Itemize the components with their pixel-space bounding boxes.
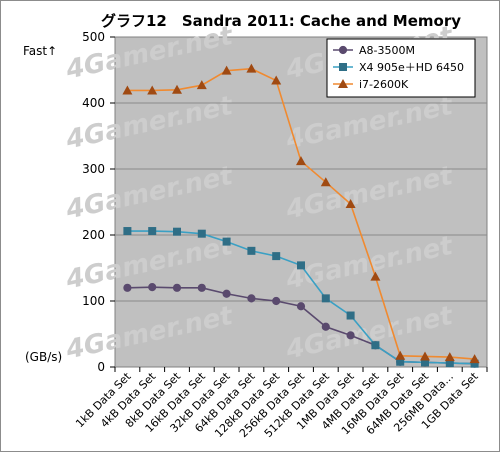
data-point (271, 75, 282, 85)
data-point (420, 351, 430, 361)
legend-label: A8-3500M (359, 44, 415, 57)
data-point (197, 283, 206, 292)
data-point (172, 283, 182, 292)
y-tick-label: 300 (82, 162, 105, 176)
legend-label: X4 905e＋HD 6450 (359, 61, 464, 74)
data-point (396, 357, 405, 366)
data-point (246, 63, 257, 73)
data-point (321, 322, 330, 331)
data-point (296, 156, 306, 166)
legend (326, 38, 476, 98)
data-point (370, 271, 381, 281)
data-point (371, 341, 380, 350)
y-tick-label: 200 (82, 228, 105, 242)
chart-title: グラフ12 Sandra 2011: Cache and Memory (101, 12, 461, 30)
data-point (346, 311, 355, 320)
data-point (148, 227, 157, 236)
legend-marker (339, 63, 347, 71)
data-point (221, 65, 232, 75)
data-point (247, 246, 256, 255)
data-point (320, 177, 331, 187)
data-point (321, 294, 330, 303)
data-point (297, 261, 305, 270)
data-point (123, 227, 132, 236)
data-point (296, 302, 306, 311)
legend-marker (338, 79, 348, 88)
y-tick-label: 100 (82, 294, 105, 308)
y-label-fast: Fast↑ (23, 44, 57, 58)
data-point (247, 294, 256, 303)
y-tick-label: 400 (82, 96, 105, 110)
data-point (346, 331, 355, 340)
data-point (272, 252, 281, 261)
data-point (421, 358, 429, 367)
data-point (148, 283, 157, 292)
data-point (197, 229, 206, 238)
y-label-unit: (GB/s) (25, 350, 62, 364)
data-point (172, 84, 182, 94)
data-point (445, 359, 454, 368)
data-point (470, 359, 479, 368)
data-point (272, 296, 281, 306)
data-point (444, 352, 455, 362)
data-point (196, 80, 207, 90)
data-point (222, 289, 231, 298)
data-point (122, 85, 133, 95)
legend-label: i7-2600K (359, 78, 409, 91)
data-point (173, 227, 181, 236)
data-point (395, 350, 406, 360)
data-point (222, 237, 231, 246)
data-point (123, 283, 132, 292)
y-tick-label: 500 (82, 30, 105, 44)
data-point (345, 198, 356, 208)
data-point (147, 85, 158, 95)
legend-marker (338, 45, 348, 55)
data-point (469, 354, 480, 364)
y-tick-label: 0 (97, 360, 105, 374)
